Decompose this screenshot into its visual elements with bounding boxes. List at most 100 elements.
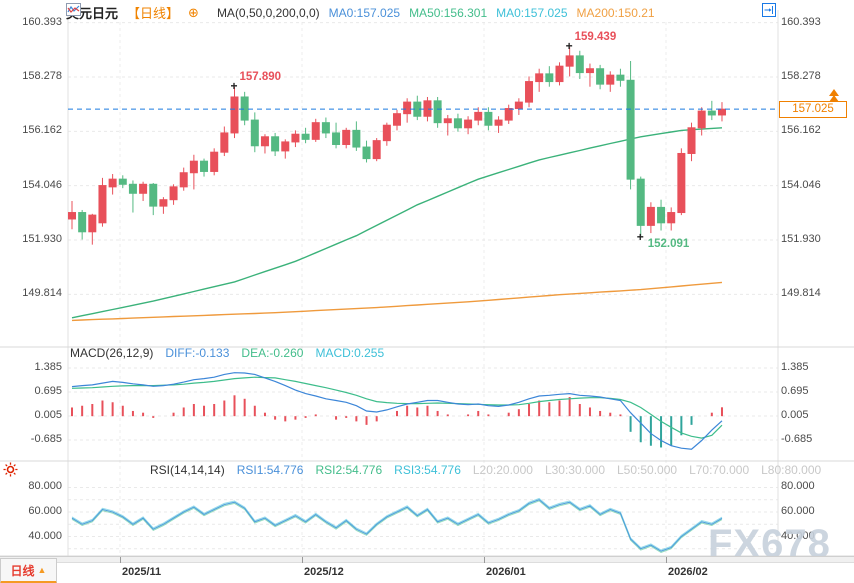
candle [291, 133, 300, 143]
candle [403, 101, 412, 115]
indicator-line [71, 376, 723, 439]
price-up-arrow-icon [829, 89, 839, 96]
candle [362, 146, 371, 160]
ma-function-label: MA(0,50,0,200,0,0) [216, 5, 320, 20]
rsi3-line [71, 497, 723, 551]
candle [616, 74, 625, 81]
candle [332, 132, 341, 145]
candle [525, 81, 534, 103]
rsi-level-l20: L20:20.000 [472, 463, 533, 477]
candle [179, 172, 188, 188]
x-axis-strip[interactable] [0, 556, 854, 563]
candle [677, 152, 686, 214]
candle [606, 74, 615, 85]
macd-diff-value: DIFF:-0.133 [165, 346, 230, 360]
candle [301, 133, 310, 140]
candle [342, 129, 351, 145]
rsi2-line [71, 500, 723, 553]
period-tag: 【日线】 [127, 6, 180, 21]
rsi1-value: RSI1:54.776 [236, 463, 304, 477]
candle [210, 151, 219, 172]
candle [189, 160, 198, 174]
candle [443, 118, 452, 124]
candle [271, 136, 280, 152]
candle [504, 108, 513, 121]
candle [535, 73, 544, 83]
candle [555, 65, 564, 83]
period-button-label: 日线 [10, 563, 35, 578]
macd-hist-value: MACD:0.255 [315, 346, 385, 360]
candle [108, 178, 117, 188]
macd-header: MACD(26,12,9) DIFF:-0.133 DEA:-0.260 MAC… [70, 346, 384, 360]
rsi3-value: RSI3:54.776 [394, 463, 461, 477]
macd-title: MACD(26,12,9) [70, 346, 154, 360]
candle [626, 79, 635, 180]
candle [565, 55, 574, 67]
candle [149, 183, 158, 207]
candle [128, 183, 137, 194]
candle [453, 118, 462, 129]
candle [423, 100, 432, 117]
candle [667, 212, 676, 224]
candle [98, 185, 107, 224]
candle [88, 214, 97, 233]
candle [707, 110, 716, 116]
ma0b-value: MA0:157.025 [496, 5, 568, 20]
candle [382, 124, 391, 142]
candle [657, 206, 666, 224]
candle [474, 111, 483, 121]
candle [321, 122, 330, 134]
indicator-line [71, 372, 723, 450]
date-label: 2025/12 [304, 566, 344, 578]
rsi-title: RSI(14,14,14) [150, 463, 225, 477]
candle [484, 111, 493, 126]
date-tick [666, 557, 667, 563]
ma50-value: MA50:156.301 [409, 5, 488, 20]
rsi-header: RSI(14,14,14) RSI1:54.776 RSI2:54.776 RS… [150, 463, 821, 477]
rsi-level-l80: L80:80.000 [761, 463, 822, 477]
rsi-level-l70: L70:70.000 [689, 463, 750, 477]
circle-plus-icon[interactable]: ⊕ [188, 4, 199, 20]
date-label: 2026/01 [486, 566, 526, 578]
indicator-line [71, 499, 723, 552]
ma0-value: MA0:157.025 [328, 5, 401, 20]
candle [78, 212, 87, 233]
date-tick [120, 557, 121, 563]
candle [240, 96, 249, 121]
candle [687, 127, 696, 154]
candle [697, 110, 706, 129]
price-up-arrow-icon [829, 95, 839, 102]
candle [311, 122, 320, 140]
candle [352, 129, 361, 148]
exit-right-icon[interactable] [762, 3, 776, 17]
candle [433, 100, 442, 124]
period-selector-button[interactable]: 日线 ▲ [0, 558, 57, 583]
candle [260, 136, 269, 147]
chevron-up-icon: ▲ [37, 565, 47, 575]
rsi2-value: RSI2:54.776 [315, 463, 383, 477]
candle [139, 183, 148, 194]
candle [596, 68, 605, 85]
candle [636, 178, 645, 226]
candle [230, 96, 239, 134]
candle [250, 119, 259, 147]
candle [575, 55, 584, 74]
candle [646, 206, 655, 226]
date-tick [484, 557, 485, 563]
date-label: 2025/11 [122, 566, 162, 578]
chart-header: 美元日元 【日线】 ⊕ MA(0,50,0,200,0,0) MA0:157.0… [66, 3, 655, 22]
candle [68, 212, 76, 220]
candle [159, 199, 168, 207]
candle [372, 140, 381, 160]
candle [717, 108, 726, 116]
date-tick [302, 557, 303, 563]
candle [392, 113, 401, 126]
candle [585, 68, 594, 74]
candle [514, 101, 523, 110]
rsi-level-l30: L30:30.000 [544, 463, 605, 477]
indicator-line [71, 281, 723, 322]
candle [545, 73, 554, 83]
candle [200, 160, 209, 172]
